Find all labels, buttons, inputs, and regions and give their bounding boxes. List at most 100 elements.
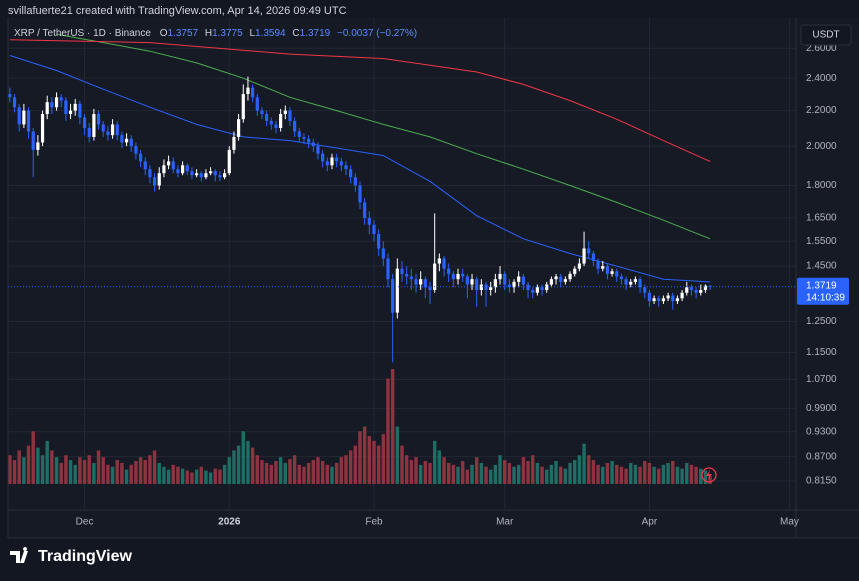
y-tick-label: 1.8000 bbox=[806, 180, 837, 191]
y-tick-label: 0.8150 bbox=[806, 476, 837, 487]
volume-bar bbox=[246, 440, 250, 484]
volume-bar bbox=[381, 434, 386, 484]
candle-body bbox=[68, 110, 73, 115]
candle-body bbox=[372, 224, 376, 235]
candle-body bbox=[92, 114, 96, 137]
volume-bar bbox=[554, 461, 558, 484]
volume-bar bbox=[292, 455, 297, 484]
x-tick-label: Dec bbox=[76, 517, 94, 528]
volume-bar bbox=[12, 460, 17, 484]
moving-average bbox=[9, 39, 711, 162]
candle-body bbox=[531, 289, 535, 293]
legend: XRP / TetherUS · 1D · Binance O1.3757 H1… bbox=[14, 28, 417, 39]
x-tick-label: Apr bbox=[642, 517, 658, 528]
header: svillafuerte21 created with TradingView.… bbox=[8, 5, 347, 17]
volume-bar bbox=[26, 445, 31, 484]
candle-body bbox=[428, 287, 432, 290]
candle-body bbox=[521, 276, 525, 285]
volume-bar bbox=[218, 469, 222, 484]
candle-body bbox=[484, 284, 488, 290]
candle-body bbox=[110, 124, 115, 136]
candle-body bbox=[405, 273, 409, 277]
candle-body bbox=[699, 289, 703, 293]
candle-body bbox=[288, 110, 292, 121]
x-tick-label: Mar bbox=[496, 517, 514, 528]
volume-bar bbox=[404, 455, 409, 484]
candle-body bbox=[358, 185, 362, 203]
volume-bar bbox=[605, 462, 610, 484]
volume-bar bbox=[316, 457, 320, 484]
volume-bar bbox=[227, 457, 231, 484]
volume-bar bbox=[134, 461, 138, 484]
volume-bar bbox=[344, 455, 348, 484]
candle-body bbox=[451, 273, 455, 280]
y-tick-label: 0.8700 bbox=[806, 451, 837, 462]
volume-bar bbox=[64, 455, 68, 484]
volume-bar bbox=[17, 450, 21, 484]
candle-body bbox=[517, 276, 521, 282]
candle-body bbox=[274, 124, 278, 128]
x-tick-label: May bbox=[780, 517, 799, 528]
candle-body bbox=[657, 298, 661, 302]
volume-bar bbox=[129, 464, 133, 484]
y-tick-label: 2.0000 bbox=[806, 141, 837, 152]
y-tick-label: 2.2000 bbox=[806, 105, 837, 116]
y-tick-label: 1.5500 bbox=[806, 236, 837, 247]
volume-bar bbox=[82, 460, 87, 484]
volume-bar bbox=[283, 462, 287, 484]
volume-bar bbox=[666, 462, 670, 484]
volume-bar bbox=[535, 462, 540, 484]
alert-icon[interactable] bbox=[701, 467, 717, 483]
candle-body bbox=[554, 276, 558, 280]
volume-bar bbox=[22, 457, 26, 484]
candle-body bbox=[605, 266, 610, 274]
candle-body bbox=[526, 284, 530, 290]
volume-bar bbox=[507, 462, 512, 484]
volume-bar bbox=[456, 466, 460, 484]
symbol: XRP / TetherUS · 1D · Binance bbox=[14, 28, 151, 39]
axes: 2.6000 2.4000 2.2000 2.0000 1.8000 1.6500 1.55… bbox=[76, 43, 849, 528]
volume-bar bbox=[311, 460, 316, 484]
volume-bar bbox=[213, 468, 217, 484]
candle-body bbox=[82, 117, 87, 128]
volume-bar bbox=[157, 462, 161, 484]
candle-body bbox=[680, 292, 684, 299]
y-tick-label: 1.0700 bbox=[806, 374, 837, 385]
volume-bar bbox=[428, 462, 432, 484]
volume-bar bbox=[348, 450, 353, 484]
candle-body bbox=[559, 276, 563, 282]
currency-box[interactable] bbox=[800, 24, 852, 46]
volume-bar bbox=[162, 466, 166, 484]
volume-bar bbox=[708, 476, 712, 484]
candle-body bbox=[689, 287, 694, 290]
candle-body bbox=[120, 135, 124, 143]
candle-body bbox=[661, 298, 666, 302]
volume-bar bbox=[559, 466, 563, 484]
volume-bar bbox=[657, 468, 661, 484]
candle-body bbox=[325, 161, 329, 166]
candle-body bbox=[143, 161, 147, 170]
candle-body bbox=[563, 279, 567, 282]
x-tick-label: Feb bbox=[365, 517, 383, 528]
candle-body bbox=[419, 279, 423, 285]
volume-bar bbox=[470, 464, 474, 484]
volume-bar bbox=[400, 445, 404, 484]
volume-bar bbox=[339, 457, 344, 484]
moving-average bbox=[56, 33, 711, 240]
volume-bar bbox=[241, 431, 245, 484]
volume-bar bbox=[36, 447, 40, 484]
volume-bar bbox=[353, 445, 358, 484]
candle-body bbox=[475, 279, 479, 290]
candle-body bbox=[624, 279, 628, 285]
volume-bar bbox=[115, 460, 119, 484]
volume-bar bbox=[652, 466, 656, 484]
candle-body bbox=[493, 279, 497, 288]
volume-bar bbox=[222, 464, 227, 484]
volume-bar bbox=[78, 457, 82, 484]
candle-body bbox=[353, 177, 357, 186]
candle-body bbox=[498, 273, 502, 280]
y-tick-label: 1.1500 bbox=[806, 347, 837, 358]
volume-bar bbox=[250, 447, 255, 484]
candle-body bbox=[470, 279, 474, 285]
